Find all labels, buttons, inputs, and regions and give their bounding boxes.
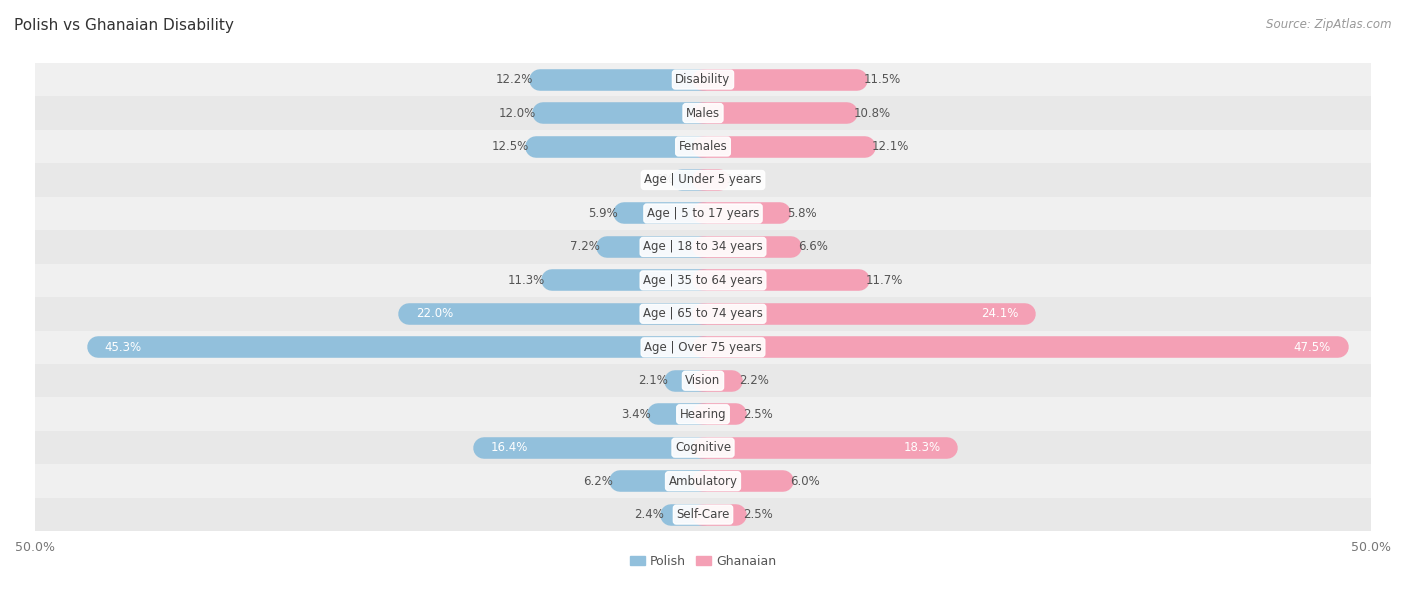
Text: 11.7%: 11.7% bbox=[866, 274, 904, 287]
Text: 7.2%: 7.2% bbox=[571, 241, 600, 253]
Text: Source: ZipAtlas.com: Source: ZipAtlas.com bbox=[1267, 18, 1392, 31]
Text: Males: Males bbox=[686, 106, 720, 119]
Text: Age | Under 5 years: Age | Under 5 years bbox=[644, 173, 762, 187]
Text: 24.1%: 24.1% bbox=[981, 307, 1018, 320]
Bar bbox=[35, 364, 1371, 397]
Bar bbox=[35, 196, 1371, 230]
Text: Age | 18 to 34 years: Age | 18 to 34 years bbox=[643, 241, 763, 253]
Text: 2.5%: 2.5% bbox=[744, 508, 773, 521]
Bar bbox=[35, 297, 1371, 330]
Text: Age | 5 to 17 years: Age | 5 to 17 years bbox=[647, 207, 759, 220]
Bar bbox=[35, 264, 1371, 297]
Bar bbox=[35, 163, 1371, 196]
Bar bbox=[35, 96, 1371, 130]
Text: Cognitive: Cognitive bbox=[675, 441, 731, 454]
Text: 1.2%: 1.2% bbox=[725, 173, 755, 187]
Text: Hearing: Hearing bbox=[679, 408, 727, 420]
Text: 2.5%: 2.5% bbox=[744, 408, 773, 420]
Bar bbox=[35, 330, 1371, 364]
Text: 3.4%: 3.4% bbox=[621, 408, 651, 420]
Text: 5.8%: 5.8% bbox=[787, 207, 817, 220]
Text: 11.3%: 11.3% bbox=[508, 274, 546, 287]
Bar bbox=[35, 63, 1371, 96]
Text: Ambulatory: Ambulatory bbox=[668, 475, 738, 488]
Legend: Polish, Ghanaian: Polish, Ghanaian bbox=[624, 550, 782, 573]
Text: 2.2%: 2.2% bbox=[740, 375, 769, 387]
Text: Age | 35 to 64 years: Age | 35 to 64 years bbox=[643, 274, 763, 287]
Text: 22.0%: 22.0% bbox=[416, 307, 453, 320]
Text: 6.2%: 6.2% bbox=[583, 475, 613, 488]
Bar bbox=[35, 498, 1371, 531]
Text: 5.9%: 5.9% bbox=[588, 207, 617, 220]
Text: 2.1%: 2.1% bbox=[638, 375, 668, 387]
Text: 6.0%: 6.0% bbox=[790, 475, 820, 488]
Text: Vision: Vision bbox=[685, 375, 721, 387]
Text: 2.4%: 2.4% bbox=[634, 508, 664, 521]
Text: 11.5%: 11.5% bbox=[863, 73, 901, 86]
Text: Age | 65 to 74 years: Age | 65 to 74 years bbox=[643, 307, 763, 320]
Bar bbox=[35, 431, 1371, 465]
Text: 12.0%: 12.0% bbox=[499, 106, 536, 119]
Text: 6.6%: 6.6% bbox=[797, 241, 828, 253]
Text: 45.3%: 45.3% bbox=[104, 341, 142, 354]
Text: 16.4%: 16.4% bbox=[491, 441, 527, 454]
Text: Age | Over 75 years: Age | Over 75 years bbox=[644, 341, 762, 354]
Text: Polish vs Ghanaian Disability: Polish vs Ghanaian Disability bbox=[14, 18, 233, 34]
Text: Females: Females bbox=[679, 140, 727, 153]
Text: 47.5%: 47.5% bbox=[1294, 341, 1331, 354]
Text: 18.3%: 18.3% bbox=[904, 441, 941, 454]
Bar bbox=[35, 130, 1371, 163]
Text: 12.2%: 12.2% bbox=[496, 73, 533, 86]
Text: 12.5%: 12.5% bbox=[492, 140, 529, 153]
Text: Disability: Disability bbox=[675, 73, 731, 86]
Bar bbox=[35, 397, 1371, 431]
Text: Self-Care: Self-Care bbox=[676, 508, 730, 521]
Text: 1.6%: 1.6% bbox=[645, 173, 675, 187]
Text: 10.8%: 10.8% bbox=[853, 106, 891, 119]
Bar bbox=[35, 230, 1371, 264]
Text: 12.1%: 12.1% bbox=[872, 140, 908, 153]
Bar bbox=[35, 465, 1371, 498]
